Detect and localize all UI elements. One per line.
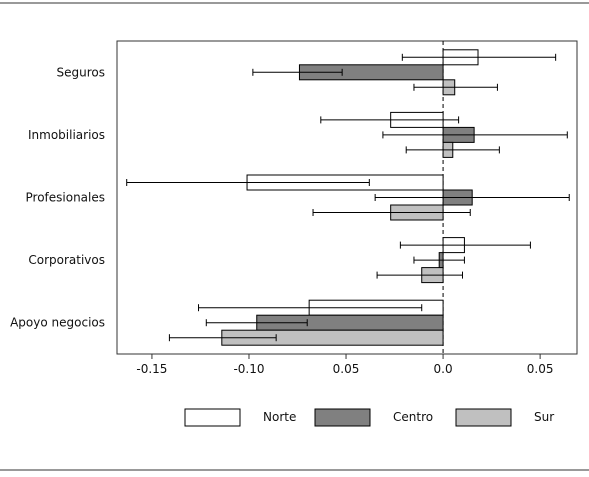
legend-label-sur: Sur bbox=[534, 410, 554, 424]
legend-swatch-norte bbox=[184, 408, 241, 427]
x-tick-label: -0.10 bbox=[233, 362, 264, 376]
error-bars-group bbox=[126, 53, 570, 342]
legend: Norte Centro Sur bbox=[184, 408, 554, 427]
plot-frame bbox=[116, 40, 578, 355]
x-tick-label: -0.15 bbox=[136, 362, 167, 376]
legend-label-norte: Norte bbox=[263, 410, 296, 424]
category-label-apoyo-negocios: Apoyo negocios bbox=[10, 316, 105, 330]
category-label-seguros: Seguros bbox=[57, 65, 106, 79]
category-label-inmobiliarios: Inmobiliarios bbox=[28, 128, 105, 142]
category-label-corporativos: Corporativos bbox=[28, 253, 105, 267]
legend-swatch-centro bbox=[314, 408, 371, 427]
x-ticks-group: -0.15 -0.10 0.05 0.0 0.05 bbox=[136, 354, 553, 376]
category-labels-group: Seguros Inmobiliarios Profesionales Corpora… bbox=[10, 65, 105, 329]
legend-swatch-sur bbox=[455, 408, 512, 427]
x-tick-label: 0.05 bbox=[527, 362, 554, 376]
category-label-profesionales: Profesionales bbox=[26, 191, 106, 205]
legend-label-centro: Centro bbox=[393, 410, 433, 424]
x-tick-label: 0.05 bbox=[333, 362, 360, 376]
x-tick-label: 0.0 bbox=[434, 362, 453, 376]
